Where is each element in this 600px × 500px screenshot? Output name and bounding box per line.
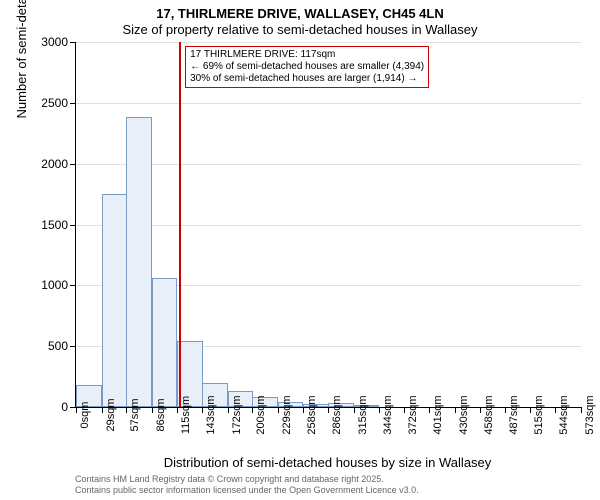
y-tick-label: 3000	[41, 35, 68, 49]
x-tick-label: 258sqm	[306, 395, 318, 434]
property-marker-line	[179, 42, 181, 407]
annotation-line1: 17 THIRLMERE DRIVE: 117sqm	[190, 49, 424, 61]
x-tick-label: 0sqm	[79, 402, 91, 429]
y-tick	[70, 164, 76, 165]
x-tick-label: 172sqm	[231, 395, 243, 434]
x-tick	[177, 407, 178, 413]
y-tick	[70, 103, 76, 104]
x-tick	[278, 407, 279, 413]
x-tick	[102, 407, 103, 413]
annotation-line2: ← 69% of semi-detached houses are smalle…	[190, 61, 424, 73]
footnote: Contains HM Land Registry data © Crown c…	[75, 474, 419, 496]
x-tick-label: 286sqm	[331, 395, 343, 434]
x-tick	[76, 407, 77, 413]
y-axis-label: Number of semi-detached properties	[14, 0, 29, 119]
x-axis-label: Distribution of semi-detached houses by …	[75, 455, 580, 470]
x-tick-label: 430sqm	[458, 395, 470, 434]
x-tick-label: 229sqm	[281, 395, 293, 434]
x-tick	[152, 407, 153, 413]
chart-title-desc: Size of property relative to semi-detach…	[0, 22, 600, 37]
histogram-bar	[152, 278, 178, 407]
x-tick-label: 115sqm	[180, 396, 192, 434]
x-tick	[252, 407, 253, 413]
x-tick	[530, 407, 531, 413]
x-tick	[228, 407, 229, 413]
x-tick-label: 372sqm	[407, 395, 419, 434]
x-tick-label: 143sqm	[205, 395, 217, 434]
x-tick	[328, 407, 329, 413]
x-tick-label: 315sqm	[357, 395, 369, 434]
y-tick	[70, 225, 76, 226]
x-tick-label: 29sqm	[105, 398, 117, 431]
x-tick-label: 401sqm	[432, 395, 444, 434]
footnote-line1: Contains HM Land Registry data © Crown c…	[75, 474, 419, 485]
y-tick	[70, 285, 76, 286]
y-tick	[70, 42, 76, 43]
annotation-line3: 30% of semi-detached houses are larger (…	[190, 73, 424, 85]
annotation-box: 17 THIRLMERE DRIVE: 117sqm← 69% of semi-…	[185, 46, 429, 88]
x-tick-label: 57sqm	[129, 398, 141, 431]
y-tick-label: 500	[48, 339, 68, 353]
x-tick	[581, 407, 582, 413]
x-tick-label: 544sqm	[558, 395, 570, 434]
plot-area: 17 THIRLMERE DRIVE: 117sqm← 69% of semi-…	[75, 42, 581, 408]
footnote-line2: Contains public sector information licen…	[75, 485, 419, 496]
gridline	[76, 103, 581, 104]
x-tick-label: 200sqm	[255, 395, 267, 434]
gridline	[76, 42, 581, 43]
histogram-bar	[102, 194, 128, 407]
x-tick-label: 86sqm	[155, 398, 167, 431]
x-tick-label: 487sqm	[508, 395, 520, 434]
y-tick	[70, 346, 76, 347]
x-tick	[505, 407, 506, 413]
x-tick-label: 573sqm	[584, 395, 596, 434]
x-tick	[429, 407, 430, 413]
y-tick-label: 1500	[41, 218, 68, 232]
x-tick	[379, 407, 380, 413]
chart-title-address: 17, THIRLMERE DRIVE, WALLASEY, CH45 4LN	[0, 6, 600, 21]
x-tick	[404, 407, 405, 413]
y-tick-label: 2500	[41, 96, 68, 110]
x-tick	[455, 407, 456, 413]
x-tick	[303, 407, 304, 413]
x-tick	[480, 407, 481, 413]
x-tick	[354, 407, 355, 413]
x-tick	[202, 407, 203, 413]
y-tick-label: 2000	[41, 157, 68, 171]
x-tick-label: 344sqm	[382, 395, 394, 434]
histogram-bar	[126, 117, 152, 407]
x-tick	[126, 407, 127, 413]
x-tick-label: 458sqm	[483, 395, 495, 434]
y-tick-label: 0	[61, 400, 68, 414]
property-size-chart: 17, THIRLMERE DRIVE, WALLASEY, CH45 4LN …	[0, 0, 600, 500]
x-tick-label: 515sqm	[533, 395, 545, 434]
y-tick-label: 1000	[41, 278, 68, 292]
x-tick	[555, 407, 556, 413]
